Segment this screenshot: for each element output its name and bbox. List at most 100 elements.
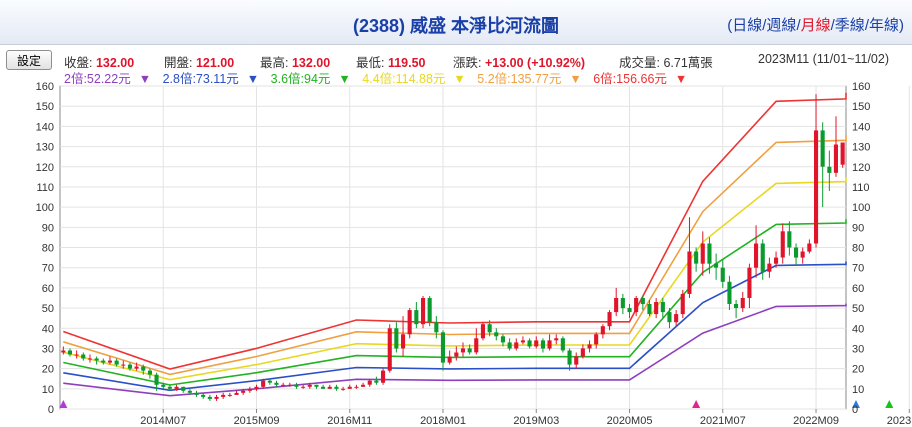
- y-tick-label-left: 70: [42, 263, 54, 275]
- candle-body: [720, 267, 725, 282]
- period-year[interactable]: 年線: [868, 17, 899, 34]
- legend-6x: 6倍:156.66元 ▼: [593, 72, 688, 86]
- x-tick-label: 2021M07: [700, 415, 746, 427]
- candle-body: [534, 340, 539, 347]
- event-marker: [885, 400, 894, 408]
- y-tick-label-right: 60: [852, 283, 864, 295]
- period-month[interactable]: 月線: [800, 17, 831, 34]
- change-pct: (+10.92%): [527, 56, 586, 70]
- candle-body: [181, 386, 186, 391]
- candle-body: [321, 386, 326, 389]
- candle-body: [560, 338, 565, 351]
- candle-body: [147, 370, 152, 375]
- candle-body: [374, 380, 379, 383]
- candle-body: [434, 322, 439, 333]
- candle-body: [161, 384, 166, 387]
- candle-body: [127, 364, 132, 369]
- low-value: 119.50: [387, 56, 426, 70]
- close-info: 收盤: 132.00: [64, 56, 135, 70]
- candle-body: [301, 386, 306, 388]
- candle-body: [174, 386, 179, 389]
- y-tick-label-left: 30: [42, 343, 54, 355]
- y-tick-label-left: 90: [42, 222, 54, 234]
- y-tick-label-left: 10: [42, 384, 54, 396]
- candle-body: [794, 247, 799, 258]
- candle-body: [261, 380, 266, 387]
- y-tick-label-left: 0: [48, 404, 54, 416]
- candle-body: [507, 342, 512, 349]
- band-legend: 2倍:52.22元 ▼ 2.8倍:73.11元 ▼ 3.6倍:94元 ▼ 4.4倍:1…: [64, 68, 695, 87]
- river-bands: [63, 92, 847, 397]
- candle-body: [74, 354, 79, 356]
- title-bar: (2388) 威盛 本淨比河流圖 (日線/週線/月線/季線/年線): [0, 0, 912, 45]
- candle-body: [267, 380, 272, 383]
- candle-body: [474, 338, 479, 353]
- candle-body: [680, 293, 685, 315]
- candle-body: [427, 298, 432, 323]
- candle-body: [620, 298, 625, 309]
- candle-body: [141, 366, 146, 371]
- band-3.6x: [63, 219, 847, 386]
- candle-body: [687, 251, 692, 294]
- x-tick-label: 2015M09: [234, 415, 280, 427]
- candle-body: [381, 370, 386, 383]
- candle-body: [467, 348, 472, 353]
- low-info: 最低: 119.50: [356, 56, 426, 70]
- candle-body: [421, 298, 426, 325]
- candle-body: [101, 360, 106, 363]
- y-tick-label-right: 20: [852, 364, 864, 376]
- period-day[interactable]: 日線: [732, 17, 763, 34]
- candles: [61, 94, 845, 401]
- candle-body: [307, 384, 312, 387]
- candle-body: [347, 386, 352, 389]
- x-tick-label: 2020M05: [607, 415, 653, 427]
- candle-body: [694, 251, 699, 264]
- period-week[interactable]: 週線: [766, 17, 797, 34]
- candle-body: [187, 390, 192, 393]
- close-value: 132.00: [95, 56, 135, 70]
- candle-body: [547, 340, 552, 349]
- candle-body: [274, 382, 279, 385]
- y-tick-label-right: 140: [852, 121, 870, 133]
- candle-body: [820, 130, 825, 167]
- y-tick-label-right: 130: [852, 142, 870, 154]
- candle-body: [747, 267, 752, 298]
- event-marker: [851, 400, 860, 408]
- y-tick-label-right: 150: [852, 101, 870, 113]
- candle-body: [201, 394, 206, 397]
- band-6x: [63, 92, 847, 370]
- candle-body: [214, 396, 219, 399]
- candle-body: [294, 384, 299, 387]
- candle-body: [207, 396, 212, 399]
- candle-body: [401, 334, 406, 349]
- open-info: 開盤: 121.00: [164, 56, 235, 70]
- candle-body: [614, 298, 619, 313]
- y-tick-label-right: 90: [852, 222, 864, 234]
- candle-body: [514, 342, 519, 349]
- candle-body: [367, 380, 372, 385]
- candle-body: [654, 302, 659, 315]
- event-marker: [59, 400, 68, 408]
- y-tick-label-right: 70: [852, 263, 864, 275]
- y-tick-label-left: 100: [36, 202, 54, 214]
- y-tick-label-right: 50: [852, 303, 864, 315]
- high-value: 132.00: [291, 56, 331, 70]
- candle-body: [234, 392, 239, 395]
- period-quarter[interactable]: 季線: [834, 17, 865, 34]
- y-tick-label-left: 50: [42, 303, 54, 315]
- settings-button[interactable]: 設定: [6, 50, 52, 70]
- high-info: 最高: 132.00: [260, 56, 331, 70]
- y-tick-label-left: 60: [42, 283, 54, 295]
- candle-body: [814, 130, 819, 244]
- candle-body: [760, 243, 765, 272]
- candle-body: [607, 312, 612, 327]
- candle-body: [227, 394, 232, 396]
- y-tick-label-right: 30: [852, 343, 864, 355]
- candle-body: [840, 142, 845, 165]
- x-tick-label: 2018M01: [420, 415, 466, 427]
- band-5.2x: [63, 135, 847, 376]
- axes: 0 0 10 10 20 20 30 30 40 40 50 50 60 60 70 70 80 80 90 90 10…: [36, 81, 912, 427]
- grid: [59, 85, 910, 413]
- candle-body: [787, 231, 792, 248]
